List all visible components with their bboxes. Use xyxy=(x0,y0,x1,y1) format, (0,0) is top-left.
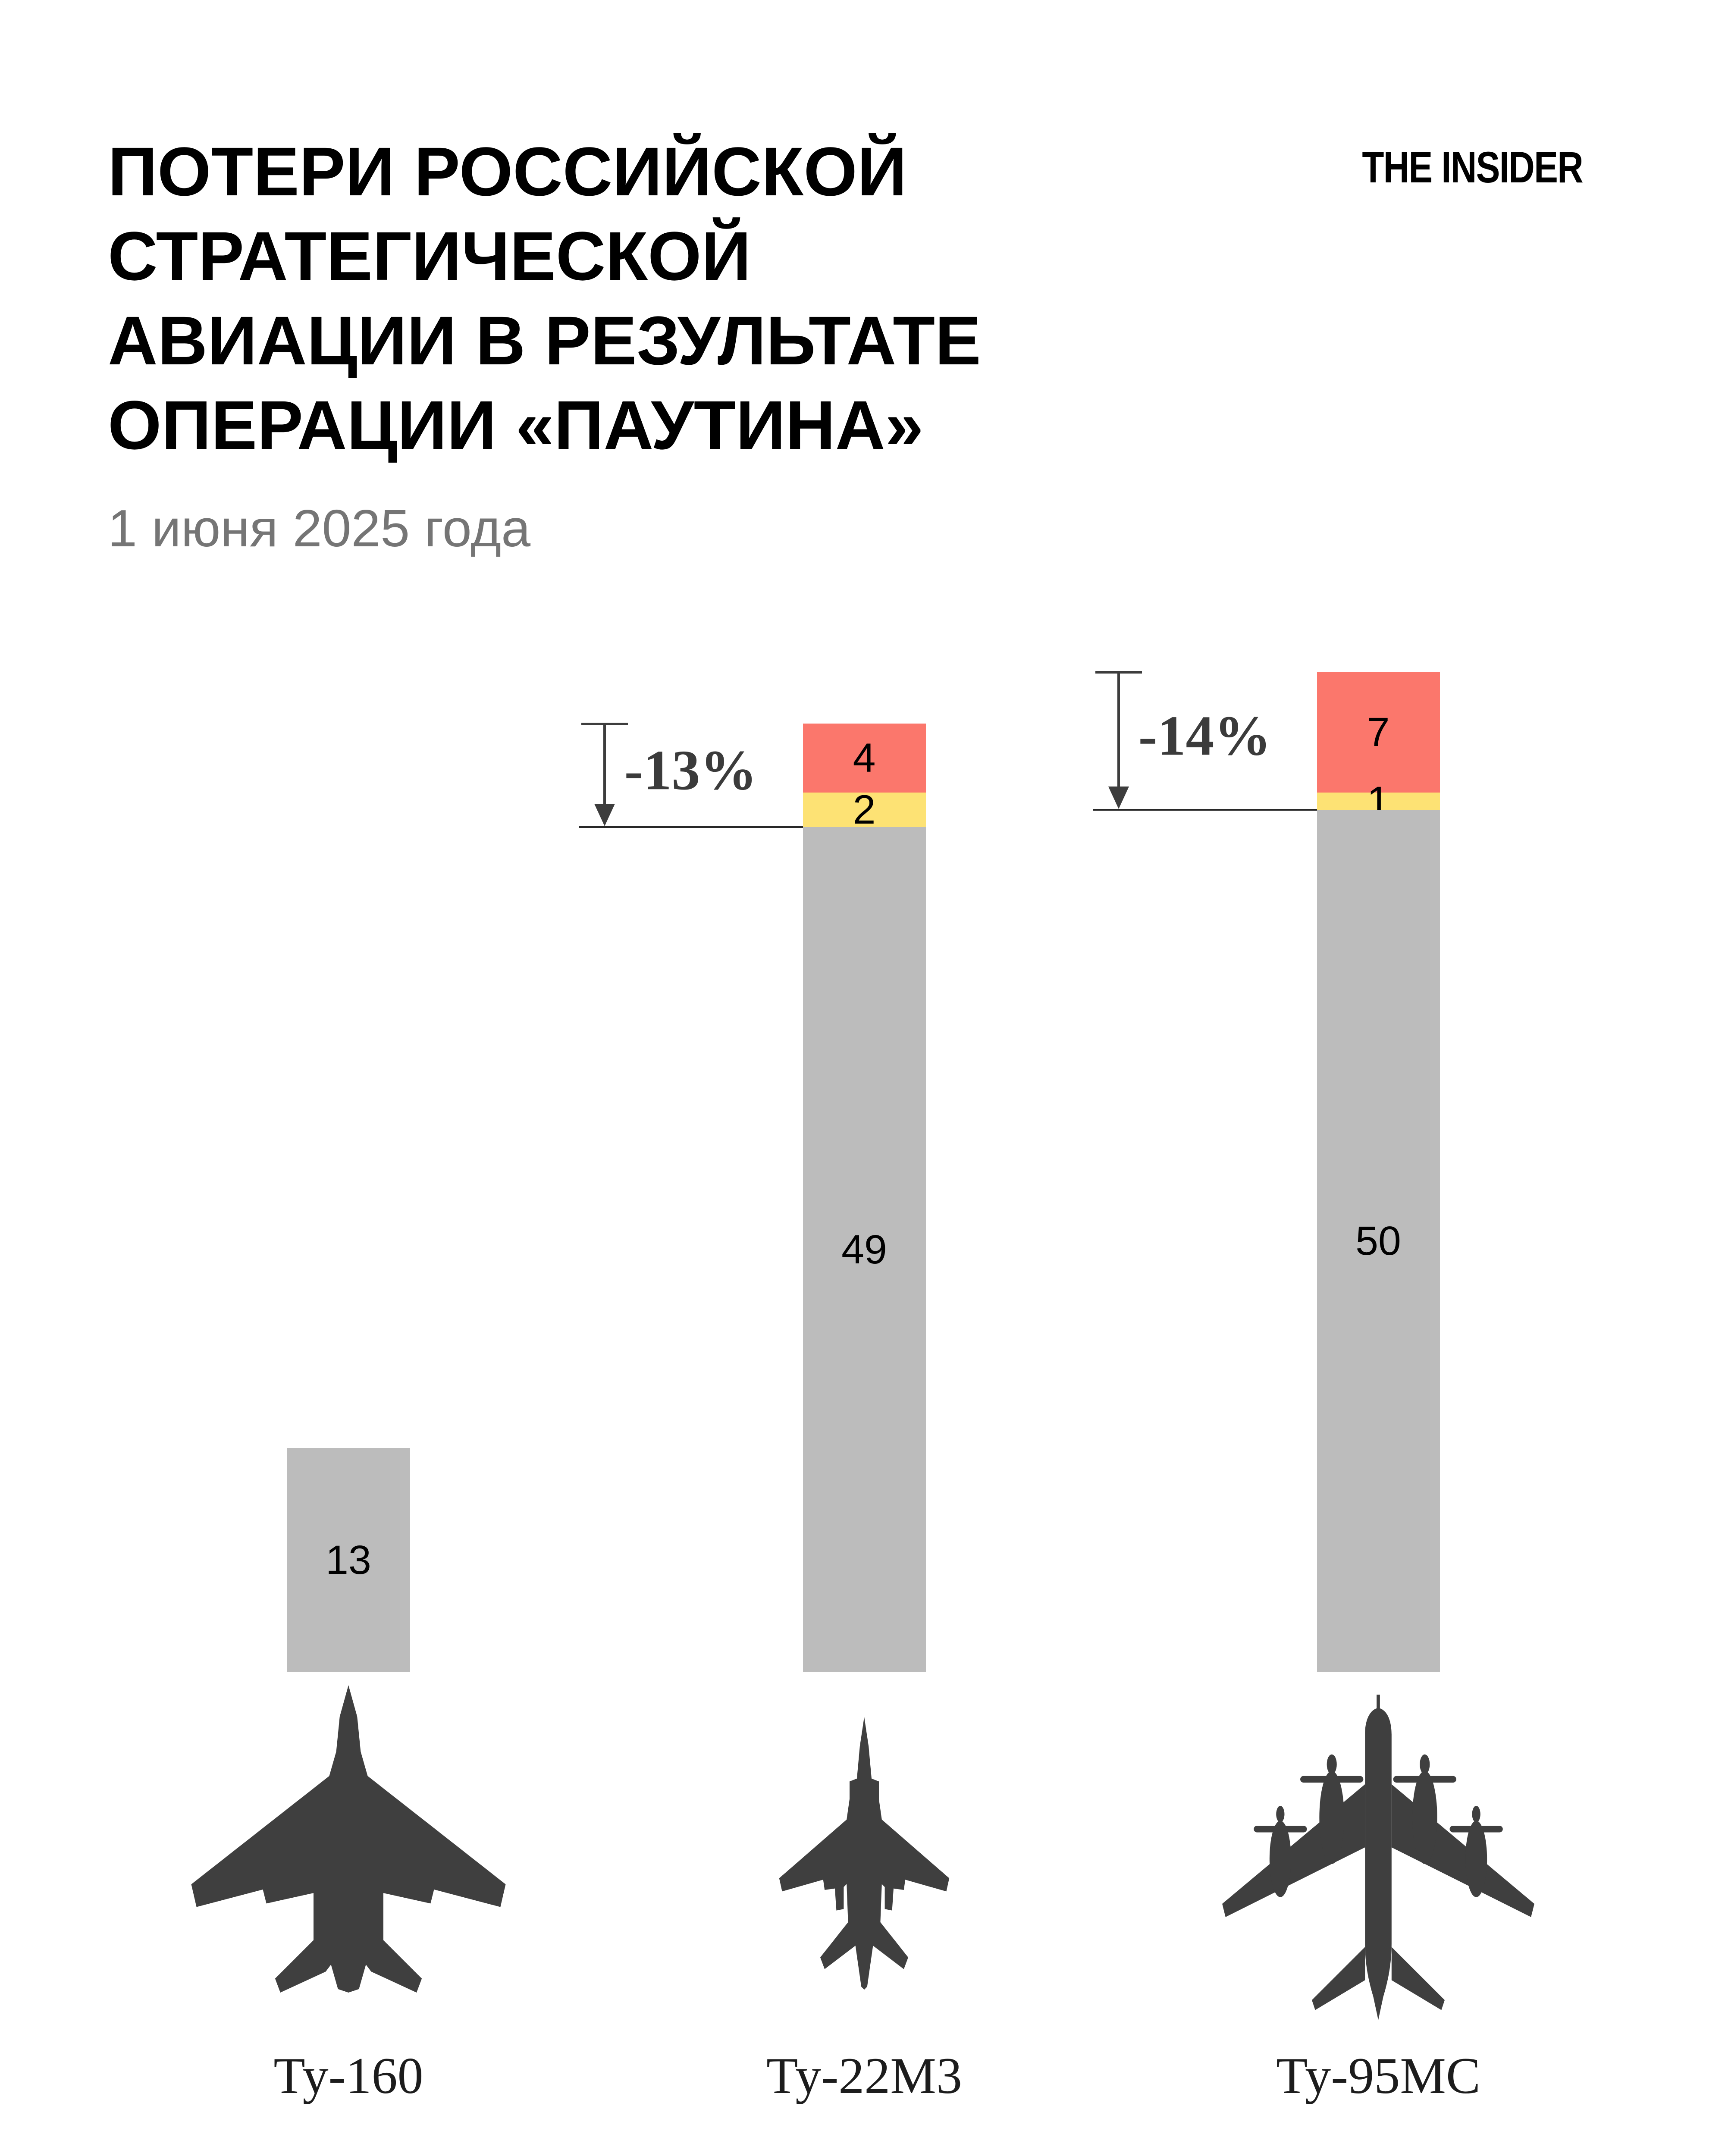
bar-segment-уничтожено-ту-95мс: 7 xyxy=(1317,672,1440,793)
bar-value-label: 50 xyxy=(1355,1218,1401,1264)
bar-value-label: 4 xyxy=(853,735,876,781)
bar-segment-повреждено-ту-95мс: 1 xyxy=(1317,778,1440,824)
tu-95ms-silhouette-icon xyxy=(1212,1695,1544,2027)
category-label-tu-22m3: Ту-22М3 xyxy=(766,2047,962,2104)
arrow-head-icon xyxy=(594,804,615,826)
title-line: АВИАЦИИ В РЕЗУЛЬТАТЕ xyxy=(108,302,981,379)
arrow-head-icon xyxy=(1108,787,1129,809)
percent-loss-label: -14% xyxy=(1138,704,1271,768)
bar-value-label: 13 xyxy=(326,1537,371,1583)
bar-value-label: 49 xyxy=(841,1226,887,1272)
bar-segment-повреждено-ту-22м3: 2 xyxy=(803,787,926,833)
tu-22m3-silhouette-icon xyxy=(759,1714,970,1993)
arrow-line xyxy=(603,724,606,806)
arrow-line xyxy=(1117,672,1120,789)
category-label-tu-160: Ту-160 xyxy=(273,2047,423,2104)
title-line: ОПЕРАЦИИ «ПАУТИНА» xyxy=(108,386,924,464)
remaining-level-line xyxy=(1092,809,1317,811)
bar-segment-осталось-ту-95мс: 50 xyxy=(1317,810,1440,1672)
bar-segment-уничтожено-ту-22м3: 4 xyxy=(803,724,926,793)
date-subtitle: 1 июня 2025 года xyxy=(108,499,531,558)
loss-annotation-ту-95мс: -14% xyxy=(1092,671,1317,811)
bar-value-label: 7 xyxy=(1367,709,1390,755)
bar-segment-осталось-ту-22м3: 49 xyxy=(803,827,926,1672)
tu-160-silhouette-icon xyxy=(174,1682,523,1993)
page-title: ПОТЕРИ РОССИЙСКОЙ СТРАТЕГИЧЕСКОЙ АВИАЦИИ… xyxy=(108,129,1229,467)
title-line: ПОТЕРИ РОССИЙСКОЙ xyxy=(108,133,907,210)
the-insider-logo: THE INSIDER xyxy=(1362,143,1583,192)
remaining-level-line xyxy=(578,826,803,828)
title-line: СТРАТЕГИЧЕСКОЙ xyxy=(108,217,751,295)
loss-annotation-ту-22м3: -13% xyxy=(578,723,803,828)
category-label-tu-95ms: Ту-95МС xyxy=(1276,2047,1481,2104)
bar-segment-осталось-ту-160: 13 xyxy=(287,1448,410,1672)
percent-loss-label: -13% xyxy=(624,738,757,802)
bar-value-label: 2 xyxy=(853,787,876,833)
